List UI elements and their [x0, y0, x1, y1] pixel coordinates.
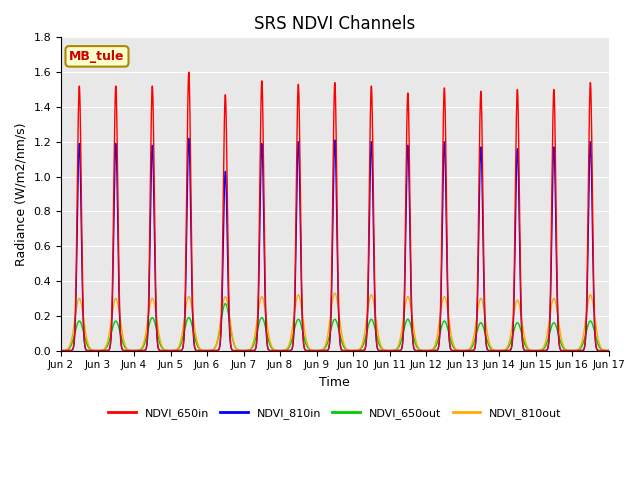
Title: SRS NDVI Channels: SRS NDVI Channels [254, 15, 415, 33]
Legend: NDVI_650in, NDVI_810in, NDVI_650out, NDVI_810out: NDVI_650in, NDVI_810in, NDVI_650out, NDV… [104, 403, 566, 423]
Y-axis label: Radiance (W/m2/nm/s): Radiance (W/m2/nm/s) [15, 122, 28, 266]
Text: MB_tule: MB_tule [69, 50, 125, 63]
X-axis label: Time: Time [319, 376, 350, 389]
